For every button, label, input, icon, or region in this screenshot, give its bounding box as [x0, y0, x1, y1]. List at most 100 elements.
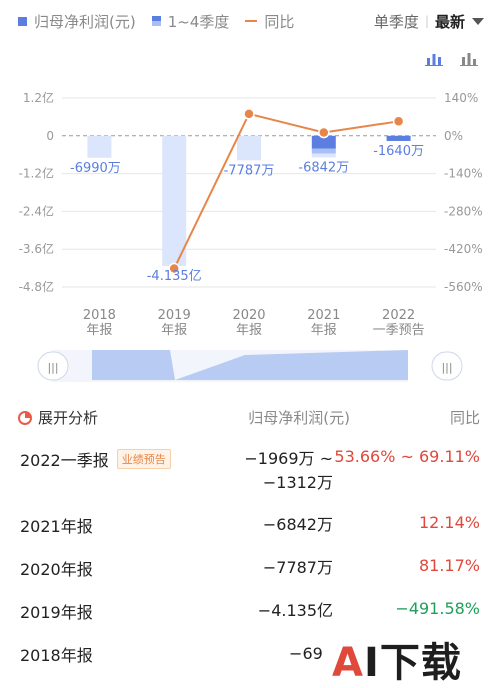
legend-label-yoy: 同比 — [264, 12, 295, 31]
x-tick-label: 年报 — [161, 323, 187, 338]
chart-yoy-line — [168, 108, 405, 275]
bar-value-label: -6990万 — [70, 161, 121, 176]
legend-label-profit: 归母净利润(元) — [34, 12, 136, 31]
y-left-tick-label: -4.8亿 — [19, 279, 54, 294]
chart-grid — [62, 97, 436, 288]
table-row[interactable]: 2018年报 −699 — [18, 642, 480, 666]
column-chart-toggle-icon[interactable] — [460, 52, 478, 66]
row-name: 2021年报 — [20, 517, 93, 536]
x-tick-label: 2022 — [382, 308, 415, 323]
yoy-point — [392, 115, 405, 128]
y-right-tick-label: -560% — [444, 280, 483, 294]
legend-item-profit[interactable]: 归母净利润(元) — [18, 11, 136, 32]
row-name: 2022一季报 — [20, 451, 109, 470]
legend-swatch-profit — [18, 16, 27, 26]
bar — [162, 135, 187, 267]
chart-ticks: 1.2亿 0 -1.2亿 -2.4亿 -3.6亿 -4.8亿 140% 0% -140% -280… — [19, 90, 483, 294]
chart-bars — [87, 135, 411, 267]
row-yoy: 81.17% — [418, 556, 480, 575]
y-right-tick-label: 0% — [444, 129, 463, 143]
row-name: 2018年报 — [20, 646, 93, 665]
pie-chart-icon — [18, 410, 32, 425]
x-tick-label: 2020 — [232, 308, 265, 323]
y-left-tick-label: 0 — [46, 129, 54, 143]
row-yoy: −491.58% — [395, 599, 480, 618]
table-header: 展开分析 归母净利润(元) 同比 — [18, 403, 480, 431]
y-right-tick-label: 140% — [444, 91, 478, 105]
watermark-logo: AI下载 — [324, 630, 482, 686]
period-option-quarterly[interactable]: 单季度 — [373, 12, 419, 31]
row-name-cell: 2018年报 — [20, 642, 93, 666]
bar — [386, 135, 411, 141]
yoy-point — [168, 262, 180, 275]
row-value: −699 — [289, 644, 333, 663]
period-separator: | — [424, 14, 429, 28]
slider-handle-right[interactable] — [431, 351, 463, 381]
bar-chart-toggle-icon[interactable] — [425, 52, 443, 66]
row-value: −1969万 ~ −1312万 — [244, 447, 333, 495]
row-value: −6842万 — [262, 515, 333, 534]
y-right-tick-label: -420% — [444, 242, 483, 256]
row-name-cell: 2020年报 — [20, 556, 93, 580]
y-left-tick-label: 1.2亿 — [23, 90, 54, 105]
slider-handle-right-grip: ||| — [441, 361, 452, 374]
forecast-badge: 业绩预告 — [116, 449, 171, 469]
period-selector: 单季度 | 最新 — [374, 8, 484, 34]
legend-label-quarters: 1~4季度 — [167, 12, 230, 31]
y-left-tick-label: -2.4亿 — [19, 203, 54, 218]
table-row[interactable]: 2019年报 −4.135亿 −491.58% — [18, 599, 480, 623]
watermark-a: A — [332, 640, 364, 686]
bar-value-label: -6842万 — [298, 160, 349, 175]
period-option-latest[interactable]: 最新 — [434, 12, 465, 31]
y-left-tick-label: -3.6亿 — [19, 241, 54, 256]
column-header-profit: 归母净利润(元) — [248, 409, 350, 427]
yoy-line — [173, 112, 399, 269]
x-tick-label: 2018 — [83, 308, 116, 323]
x-tick-label: 2019 — [158, 308, 191, 323]
row-name-cell: 2019年报 — [20, 599, 93, 623]
y-left-tick-label: -1.2亿 — [19, 166, 54, 181]
profit-chart: 1.2亿 0 -1.2亿 -2.4亿 -3.6亿 -4.8亿 140% 0% -140% -280… — [19, 90, 483, 382]
table-row[interactable]: 2021年报 −6842万 12.14% — [18, 513, 480, 537]
x-tick-label: 年报 — [311, 323, 337, 338]
legend-swatch-quarters — [151, 16, 161, 26]
chart-legend: 归母净利润(元) 1~4季度 同比 — [18, 8, 310, 34]
row-name-cell: 2022一季报 业绩预告 — [20, 447, 171, 471]
bar-value-label: -1640万 — [373, 144, 424, 159]
slider-handle-left-grip: ||| — [47, 361, 58, 374]
slider-handle-left[interactable] — [37, 351, 69, 381]
yoy-point — [243, 108, 255, 120]
row-value-line2: −1312万 — [262, 473, 333, 492]
row-yoy: 53.66% ~ 69.11% — [334, 447, 480, 466]
x-tick-label: 一季预告 — [373, 323, 425, 338]
row-value: −4.135亿 — [257, 601, 333, 620]
legend-item-yoy[interactable]: 同比 — [245, 11, 294, 32]
bar-value-label: -4.135亿 — [147, 269, 202, 284]
legend-item-quarters[interactable]: 1~4季度 — [151, 11, 230, 32]
watermark-rest: I下载 — [363, 640, 462, 686]
range-slider[interactable]: ||| ||| — [37, 350, 463, 382]
chart-data-labels: -6990万 -4.135亿 -7787万 -6842万 -1640万 — [70, 144, 424, 284]
x-tick-label: 2021 — [307, 308, 340, 323]
row-value: −7787万 — [262, 558, 333, 577]
x-tick-label: 年报 — [236, 323, 262, 338]
row-name: 2020年报 — [20, 560, 93, 579]
legend-swatch-yoy — [245, 20, 258, 22]
chevron-down-icon[interactable] — [472, 17, 484, 25]
bar-segment — [311, 148, 336, 154]
table-row[interactable]: 2020年报 −7787万 81.17% — [18, 556, 480, 580]
bar-segment — [311, 135, 336, 149]
y-right-tick-label: -280% — [444, 204, 483, 218]
bar-segment — [311, 153, 336, 158]
table-row[interactable]: 2022一季报 业绩预告 −1969万 ~ −1312万 53.66% ~ 69… — [18, 447, 480, 495]
yoy-point — [318, 126, 330, 139]
watermark-text: AI下载 — [332, 630, 462, 688]
slider-thumbnail — [92, 350, 408, 380]
y-right-tick-label: -140% — [444, 167, 483, 181]
row-name: 2019年报 — [20, 603, 93, 622]
expand-analysis-button[interactable]: 展开分析 — [18, 407, 98, 428]
row-name-cell: 2021年报 — [20, 513, 93, 537]
bar — [87, 135, 112, 158]
column-header-yoy: 同比 — [449, 409, 480, 427]
